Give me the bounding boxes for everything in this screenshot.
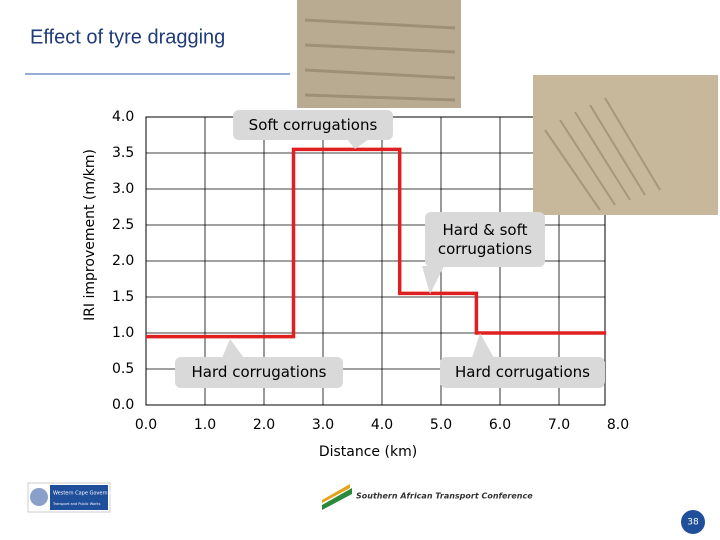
photo-road: [297, 0, 461, 108]
x-axis-label: Distance (km): [319, 444, 417, 460]
x-tick-label: 3.0: [312, 417, 334, 433]
logo-crest: [30, 488, 48, 506]
callout-pointer: [422, 266, 444, 294]
callout: Soft corrugations: [233, 110, 393, 140]
x-tick-label: 2.0: [253, 417, 275, 433]
x-tick-label: 8.0: [607, 417, 629, 433]
callout: Hard corrugations: [440, 357, 605, 388]
x-tick-label: 5.0: [430, 417, 452, 433]
x-tick-label: 0.0: [135, 417, 157, 433]
y-tick-label: 0.5: [112, 361, 134, 377]
logo-left-text: Western Cape Government: [53, 491, 121, 497]
logo-left-bg: [50, 485, 108, 510]
y-tick-label: 3.0: [112, 181, 134, 197]
data-line: [146, 147, 607, 339]
callout: Hard corrugations: [175, 357, 343, 388]
x-tick-label: 6.0: [489, 417, 511, 433]
y-tick-label: 1.0: [112, 325, 134, 341]
logo-center-mark: [322, 484, 350, 503]
logo-center-mark: [322, 488, 352, 510]
photo-texture: [304, 18, 456, 102]
callout-pointer: [222, 339, 244, 358]
page-badge: [681, 510, 705, 534]
callout-pointer: [472, 333, 494, 358]
x-tick-label: 7.0: [548, 417, 570, 433]
y-tick-label: 4.0: [112, 109, 134, 125]
y-tick-label: 1.5: [112, 289, 134, 305]
y-tick-label: 2.5: [112, 217, 134, 233]
y-tick-label: 3.5: [112, 145, 134, 161]
callout-pointer: [347, 139, 369, 149]
callout: Hard & soft corrugations: [425, 212, 545, 267]
logo-left-sub: Transport and Public Works: [52, 502, 101, 506]
chart-title: Effect of tyre dragging: [30, 26, 225, 48]
x-tick-label: 4.0: [371, 417, 393, 433]
y-tick-label: 0.0: [112, 397, 134, 413]
x-tick-label: 1.0: [194, 417, 216, 433]
photo-texture: [544, 97, 661, 211]
page-number: 38: [687, 518, 699, 528]
logo-center-text: Southern African Transport Conference: [356, 492, 533, 501]
y-axis-label: IRI improvement (m/km): [82, 149, 98, 321]
y-tick-label: 2.0: [112, 253, 134, 269]
